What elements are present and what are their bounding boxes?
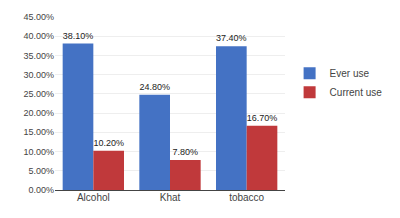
svg-text:tobacco: tobacco [229,192,264,203]
svg-text:30.00%: 30.00% [23,70,54,80]
svg-text:24.80%: 24.80% [139,82,170,92]
svg-text:25.00%: 25.00% [23,89,54,99]
svg-text:0.00%: 0.00% [28,185,54,195]
svg-text:20.00%: 20.00% [23,108,54,118]
svg-text:45.00%: 45.00% [23,12,54,22]
svg-text:37.40%: 37.40% [216,33,247,43]
svg-text:Khat: Khat [160,192,181,203]
svg-text:10.00%: 10.00% [23,147,54,157]
svg-text:Current use: Current use [330,87,383,98]
svg-text:7.80%: 7.80% [173,147,199,157]
svg-text:Alcohol: Alcohol [77,192,110,203]
svg-text:15.00%: 15.00% [23,127,54,137]
svg-text:Ever use: Ever use [330,68,370,79]
svg-text:10.20%: 10.20% [93,138,124,148]
svg-text:38.10%: 38.10% [63,31,94,41]
svg-text:16.70%: 16.70% [247,113,278,123]
svg-text:40.00%: 40.00% [23,31,54,41]
svg-text:35.00%: 35.00% [23,51,54,61]
svg-text:5.00%: 5.00% [28,166,54,176]
